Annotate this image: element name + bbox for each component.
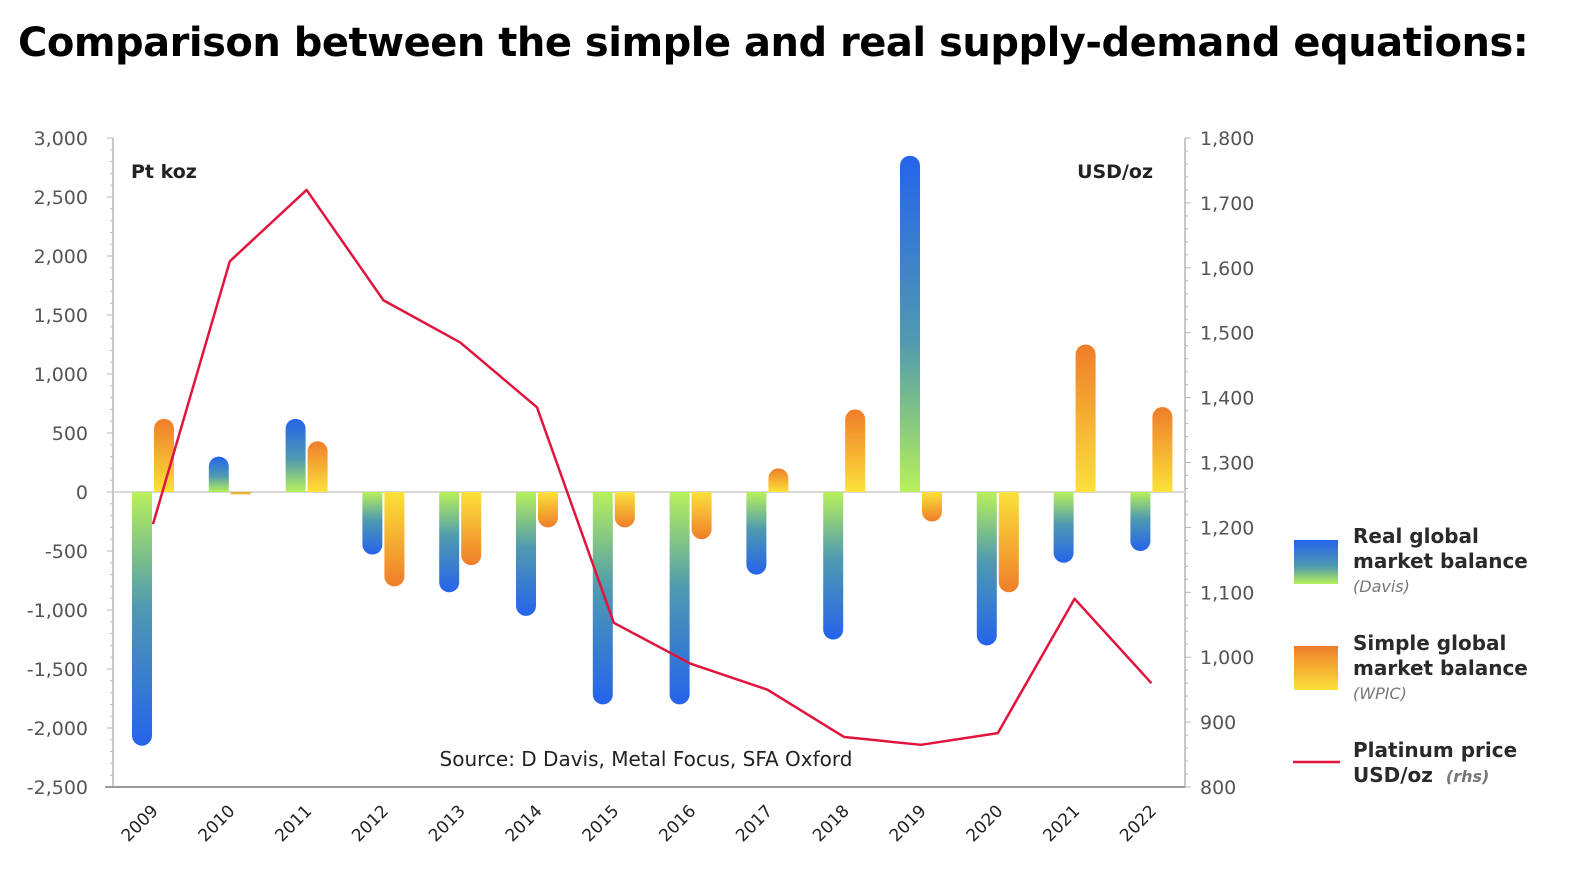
bar-real-2009 xyxy=(132,492,152,746)
bar-simple-2013 xyxy=(461,492,482,566)
legend-real-line1: Real global xyxy=(1353,524,1479,548)
x-tick-label: 2016 xyxy=(655,801,700,846)
bar-real-2018 xyxy=(823,492,844,640)
bar-simple-2014 xyxy=(538,492,558,528)
bar-simple-2016 xyxy=(691,492,712,540)
legend-real-sub: (Davis) xyxy=(1353,577,1410,596)
right-tick-label: 1,100 xyxy=(1200,582,1254,604)
legend-price-line1: Platinum price xyxy=(1353,738,1517,762)
bar-simple-2022 xyxy=(1152,407,1173,492)
bar-simple-2012 xyxy=(384,492,405,587)
right-tick-label: 1,600 xyxy=(1200,258,1254,280)
right-tick-label: 1,700 xyxy=(1200,193,1254,215)
x-tick-label: 2011 xyxy=(271,801,316,846)
x-tick-label: 2009 xyxy=(118,801,163,846)
bar-simple-2010 xyxy=(230,492,251,495)
legend-simple-line1: Simple global xyxy=(1353,631,1506,655)
legend-price-line2-group: USD/oz (rhs) xyxy=(1353,763,1489,787)
right-tick-label: 800 xyxy=(1200,777,1236,799)
x-tick-label: 2017 xyxy=(732,801,777,846)
x-tick-label: 2019 xyxy=(886,801,931,846)
bar-simple-2020 xyxy=(998,492,1019,593)
price-line xyxy=(151,188,1153,747)
legend-swatch-simple xyxy=(1294,646,1338,690)
bar-simple-2018 xyxy=(845,409,866,492)
x-tick-label: 2014 xyxy=(502,801,547,846)
x-tick-label: 2012 xyxy=(348,801,393,846)
x-axis-labels: 2009 2010 2011 2012 2013 2014 2015 2016 2017 2018… xyxy=(118,801,1161,846)
left-axis: 3,000 2,500 2,000 1,500 1,000 500 0 -500 -1,000 -… xyxy=(27,128,114,799)
bar-simple-2009 xyxy=(154,418,174,492)
bar-real-2015 xyxy=(592,492,613,705)
bar-real-2012 xyxy=(362,492,383,555)
right-axis: 1,800 1,700 1,600 1,500 1,400 1,300 1,200 1,100… xyxy=(1184,128,1254,799)
left-tick-label: -2,000 xyxy=(27,718,88,740)
right-tick-label: 1,000 xyxy=(1200,647,1254,669)
right-axis-unit: USD/oz xyxy=(1077,161,1153,183)
left-tick-label: -1,000 xyxy=(27,600,88,622)
bar-real-2010 xyxy=(208,456,229,492)
left-tick-label: 2,000 xyxy=(34,246,88,268)
page-title: Comparison between the simple and real s… xyxy=(18,20,1529,66)
bar-real-2019 xyxy=(900,155,920,492)
legend-price-sub: (rhs) xyxy=(1446,767,1489,786)
bar-simple-2017 xyxy=(768,468,789,492)
legend-real-line2: market balance xyxy=(1353,549,1528,573)
bar-real-2021 xyxy=(1053,492,1074,563)
legend-simple-sub: (WPIC) xyxy=(1353,684,1407,703)
right-tick-label: 1,300 xyxy=(1200,453,1254,475)
right-tick-label: 1,800 xyxy=(1200,128,1254,150)
x-tick-label: 2021 xyxy=(1039,801,1084,846)
right-tick-label: 900 xyxy=(1200,712,1236,734)
left-tick-label: 3,000 xyxy=(34,128,88,150)
x-tick-label: 2010 xyxy=(195,801,240,846)
x-tick-label: 2022 xyxy=(1116,801,1161,846)
bars xyxy=(132,155,1173,746)
left-tick-label: -2,500 xyxy=(27,777,88,799)
right-tick-label: 1,200 xyxy=(1200,517,1254,539)
left-tick-label: -500 xyxy=(45,541,88,563)
bar-real-2013 xyxy=(439,492,460,593)
legend-swatch-real xyxy=(1294,540,1338,584)
bar-real-2016 xyxy=(669,492,690,705)
left-tick-label: 1,000 xyxy=(34,364,88,386)
legend-price-line2: USD/oz xyxy=(1353,763,1433,787)
right-tick-label: 1,400 xyxy=(1200,388,1254,410)
legend: Real global market balance (Davis) Simpl… xyxy=(1293,524,1528,787)
x-tick-label: 2013 xyxy=(425,801,470,846)
left-tick-label: 1,500 xyxy=(34,305,88,327)
bar-simple-2021 xyxy=(1075,344,1096,492)
bar-simple-2011 xyxy=(307,441,328,492)
left-tick-label: 0 xyxy=(76,482,88,504)
bar-real-2022 xyxy=(1130,492,1151,551)
bar-real-2011 xyxy=(285,418,306,492)
legend-simple-line2: market balance xyxy=(1353,656,1528,680)
left-tick-label: -1,500 xyxy=(27,659,88,681)
x-tick-label: 2020 xyxy=(963,801,1008,846)
right-tick-label: 1,500 xyxy=(1200,323,1254,345)
source-note: Source: D Davis, Metal Focus, SFA Oxford xyxy=(440,747,853,771)
left-tick-label: 500 xyxy=(52,423,88,445)
left-tick-label: 2,500 xyxy=(34,187,88,209)
bar-simple-2015 xyxy=(614,492,635,528)
bar-real-2020 xyxy=(976,492,997,646)
bar-simple-2019 xyxy=(922,492,942,522)
left-axis-unit: Pt koz xyxy=(131,161,197,183)
x-tick-label: 2018 xyxy=(809,801,854,846)
bar-real-2017 xyxy=(746,492,767,575)
bar-real-2014 xyxy=(516,492,536,616)
x-tick-label: 2015 xyxy=(579,801,624,846)
